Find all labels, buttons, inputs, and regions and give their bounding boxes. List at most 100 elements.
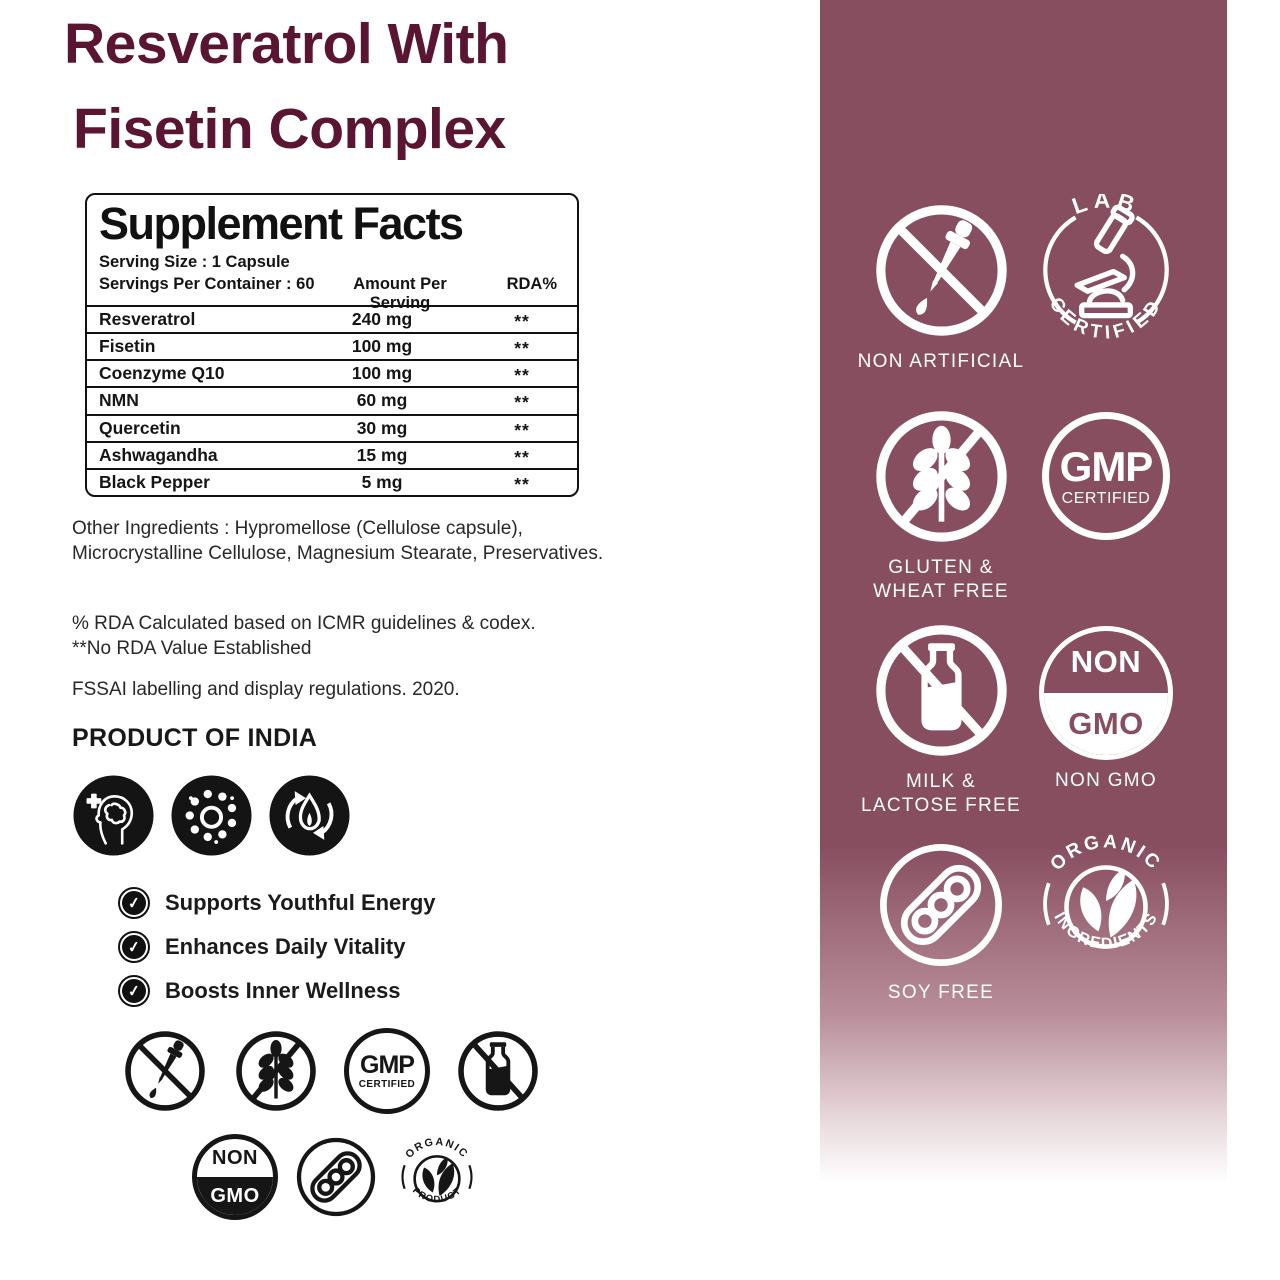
- soy-pod-icon: [874, 838, 1008, 972]
- page-title: Resveratrol With Fisetin Complex: [64, 16, 509, 161]
- benefit-label: Supports Youthful Energy: [165, 890, 436, 915]
- metabolism-icon: [269, 775, 350, 856]
- milk-lactose-free-badge: MILK & LACTOSE FREE: [835, 620, 1047, 819]
- organic-ingredients-badge: ORGANIC INGREDIENTS: [1000, 828, 1212, 980]
- list-item: ✓ Enhances Daily Vitality: [118, 931, 436, 963]
- ingredients-arc-label: INGREDIENTS: [1050, 909, 1159, 953]
- ingredient-name: NMN: [99, 390, 139, 411]
- svg-text:PRODUCT: PRODUCT: [410, 1185, 464, 1205]
- no-dropper-icon: [871, 200, 1012, 341]
- right-certification-panel: NON ARTIFICIAL LAB: [820, 0, 1227, 1208]
- ingredient-name: Coenzyme Q10: [99, 363, 225, 384]
- table-row: Ashwagandha 15 mg **: [87, 440, 577, 468]
- soy-pod-icon: [293, 1134, 379, 1220]
- gmp-certified-label: CERTIFIED: [1061, 489, 1151, 507]
- ingredient-amount: 100 mg: [351, 363, 413, 384]
- lab-certified-badge: LAB CERTIFIED: [1000, 194, 1212, 346]
- gmp-label: GMP: [1059, 442, 1154, 490]
- svg-text:INGREDIENTS: INGREDIENTS: [1050, 909, 1161, 953]
- svg-text:LAB: LAB: [1069, 194, 1143, 219]
- gmo-label: GMO: [210, 1184, 260, 1207]
- molecule-icon: [171, 775, 252, 856]
- benefit-label: Boosts Inner Wellness: [165, 978, 401, 1003]
- facts-heading: Supplement Facts: [99, 198, 464, 249]
- organic-leaves-icon: ORGANIC INGREDIENTS: [1043, 831, 1169, 953]
- non-artificial-badge: NON ARTIFICIAL: [835, 200, 1047, 374]
- left-badges-row-1: GMP CERTIFIED: [122, 1028, 541, 1114]
- non-label: NON: [212, 1146, 258, 1169]
- ingredient-rda: **: [514, 419, 530, 440]
- ingredient-amount: 30 mg: [356, 417, 408, 438]
- badge-label: MILK & LACTOSE FREE: [861, 770, 1021, 819]
- facts-header: Supplement Facts Serving Size : 1 Capsul…: [87, 195, 577, 313]
- check-icon: ✓: [118, 931, 150, 963]
- soy-free-badge: SOY FREE: [835, 838, 1047, 1005]
- check-icon: ✓: [118, 887, 150, 919]
- ingredient-name: Ashwagandha: [99, 444, 218, 465]
- amount-header: Amount Per Serving: [353, 275, 447, 313]
- ingredient-amount: 240 mg: [351, 309, 413, 330]
- ingredient-rda: **: [514, 365, 530, 386]
- gmo-half: GMO: [197, 1177, 273, 1215]
- badge-label: GLUTEN & WHEAT FREE: [873, 556, 1009, 605]
- ingredient-rda: **: [514, 311, 530, 332]
- table-row: Quercetin 30 mg **: [87, 413, 577, 441]
- facts-column-headers: Servings Per Container : 60 Amount Per S…: [99, 275, 565, 313]
- fssai-note: FSSAI labelling and display regulations.…: [72, 679, 460, 700]
- table-row: Resveratrol 240 mg **: [87, 305, 577, 332]
- origin-icons: [70, 772, 353, 859]
- gmp-label: GMP: [360, 1050, 415, 1079]
- ingredient-rda: **: [514, 473, 530, 494]
- svg-text:CERTIFIED: CERTIFIED: [1045, 294, 1168, 344]
- microscope-icon: LAB CERTIFIED: [1043, 194, 1169, 344]
- table-row: NMN 60 mg **: [87, 386, 577, 413]
- gmo-label: GMO: [1068, 706, 1144, 741]
- non-gmo-badge: NON GMO: [192, 1134, 278, 1220]
- badge-label-line1: GLUTEN &: [888, 557, 994, 578]
- gmp-certified-badge: GMP CERTIFIED: [1000, 412, 1212, 540]
- other-ingredients-note: Other Ingredients : Hypromellose (Cellul…: [72, 518, 604, 564]
- ingredient-amount: 60 mg: [356, 390, 408, 411]
- no-wheat-icon: [233, 1028, 319, 1114]
- ingredient-amount: 15 mg: [356, 444, 408, 465]
- gmo-half: GMO: [1044, 693, 1168, 755]
- certified-arc-label: CERTIFIED: [1045, 294, 1163, 344]
- badge-label-line2: WHEAT FREE: [873, 581, 1009, 603]
- supplement-facts-panel: Supplement Facts Serving Size : 1 Capsul…: [85, 193, 579, 497]
- non-gmo-badge: NON GMO NON GMO: [1000, 626, 1212, 793]
- badge-label: NON ARTIFICIAL: [857, 351, 1025, 372]
- ingredient-name: Black Pepper: [99, 471, 210, 492]
- product-arc-label: PRODUCT: [410, 1185, 462, 1205]
- no-dropper-icon: [122, 1028, 208, 1114]
- ingredient-rda: **: [514, 392, 530, 413]
- title-line2: Fisetin Complex: [73, 97, 506, 161]
- benefit-label: Enhances Daily Vitality: [165, 934, 406, 959]
- gmp-certified-badge: GMP CERTIFIED: [344, 1028, 430, 1114]
- organic-product-badge: ORGANIC PRODUCT: [401, 1136, 473, 1205]
- badge-label-line1: MILK &: [905, 771, 977, 792]
- badge-label: NON GMO: [1055, 770, 1157, 791]
- no-milk-icon: [871, 620, 1012, 761]
- ingredient-amount: 5 mg: [361, 471, 403, 492]
- ingredient-rda: **: [514, 446, 530, 467]
- badge-label-line2: LACTOSE FREE: [861, 795, 1021, 817]
- benefits-list: ✓ Supports Youthful Energy ✓ Enhances Da…: [118, 887, 436, 1007]
- badge-label: SOY FREE: [887, 982, 995, 1003]
- table-row: Fisetin 100 mg **: [87, 332, 577, 359]
- list-item: ✓ Supports Youthful Energy: [118, 887, 436, 919]
- list-item: ✓ Boosts Inner Wellness: [118, 975, 436, 1007]
- no-milk-icon: [455, 1028, 541, 1114]
- rda-header: RDA%: [506, 275, 557, 294]
- left-badges-row-2: NON GMO ORGANIC PRODUCT: [192, 1134, 480, 1220]
- ingredient-rda: **: [514, 338, 530, 359]
- table-row: Coenzyme Q10 100 mg **: [87, 359, 577, 386]
- ingredient-name: Fisetin: [99, 336, 156, 357]
- ingredient-table: Resveratrol 240 mg ** Fisetin 100 mg ** …: [87, 305, 577, 495]
- ingredient-amount: 100 mg: [351, 336, 413, 357]
- non-label: NON: [1070, 644, 1142, 679]
- servings-per-container: Servings Per Container : 60: [99, 275, 315, 294]
- gluten-wheat-free-badge: GLUTEN & WHEAT FREE: [835, 406, 1047, 605]
- product-of-india-heading: PRODUCT OF INDIA: [72, 724, 318, 752]
- ingredient-name: Quercetin: [99, 417, 181, 438]
- ingredient-name: Resveratrol: [99, 309, 196, 330]
